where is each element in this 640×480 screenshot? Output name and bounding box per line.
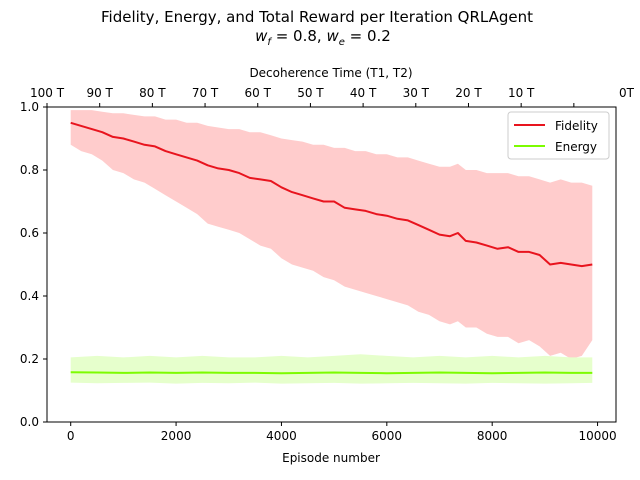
plot-area: [70, 110, 593, 384]
y-tick-label: 1.0: [20, 100, 39, 114]
y-tick-label: 0.0: [20, 415, 39, 429]
band-fidelity: [70, 110, 593, 359]
top-x-tick-label: 90 T: [86, 86, 113, 100]
x-tick-label: 10000: [578, 429, 616, 443]
top-x-tick-label: 0T: [619, 86, 635, 100]
legend-box: [507, 111, 610, 160]
y-tick-label: 0.4: [20, 289, 39, 303]
y-tick-label: 0.8: [20, 163, 39, 177]
top-x-tick-label: 70 T: [192, 86, 219, 100]
y-tick-label: 0.6: [20, 226, 39, 240]
top-x-tick-label: 20 T: [455, 86, 482, 100]
legend-label-fidelity: Fidelity: [555, 119, 598, 133]
top-x-tick-label: 80 T: [139, 86, 166, 100]
top-x-tick-label: 30 T: [403, 86, 430, 100]
x-tick-label: 4000: [266, 429, 297, 443]
chart-subtitle: wf = 0.8, we = 0.2: [255, 27, 391, 48]
series-line-energy: [70, 371, 593, 375]
top-x-tick-label: 50 T: [297, 86, 324, 100]
x-tick-label: 8000: [477, 429, 508, 443]
top-x-tick-label: 60 T: [245, 86, 272, 100]
band-energy: [70, 354, 593, 384]
y-tick-label: 0.2: [20, 352, 39, 366]
top-x-tick-label: 40 T: [350, 86, 377, 100]
x-axis-label: Episode number: [282, 451, 380, 465]
top-axis-label: Decoherence Time (T1, T2): [249, 66, 412, 80]
x-tick-label: 0: [67, 429, 75, 443]
axes-frame: [46, 106, 617, 423]
legend: Fidelity Energy: [507, 111, 610, 160]
legend-label-energy: Energy: [555, 140, 597, 154]
top-x-tick-label: 100 T: [30, 86, 65, 100]
chart-title: Fidelity, Energy, and Total Reward per I…: [101, 8, 533, 26]
top-x-tick-label: 10 T: [508, 86, 535, 100]
x-tick-label: 2000: [161, 429, 192, 443]
axes: 0 2000 4000 6000 8000 10000 0.0 0.2 0.4 0.6 0.8 1.0…: [20, 86, 635, 443]
x-tick-label: 6000: [372, 429, 403, 443]
